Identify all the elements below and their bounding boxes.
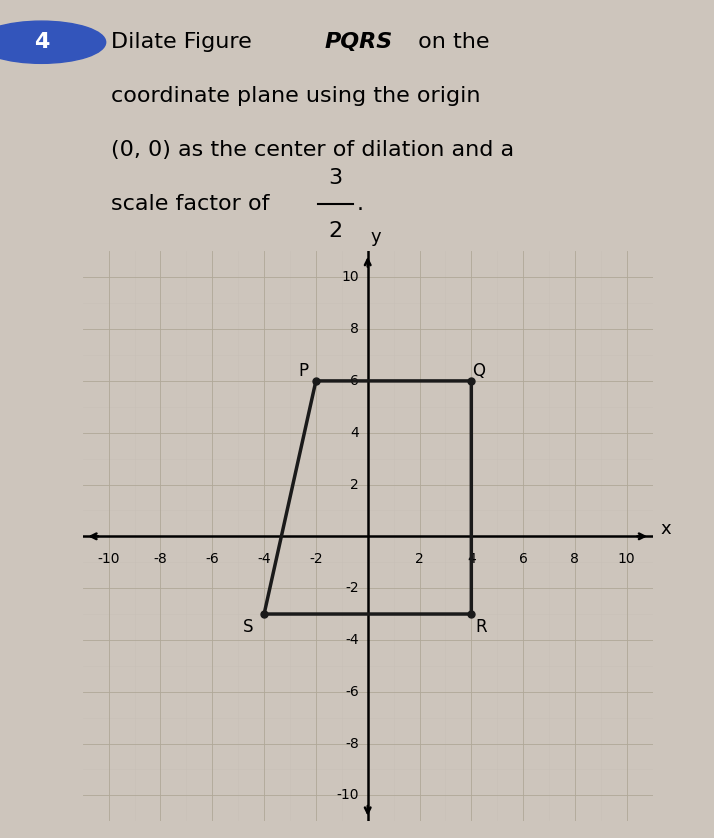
Text: Dilate Figure: Dilate Figure (111, 32, 258, 52)
Text: -4: -4 (257, 552, 271, 566)
Text: 2: 2 (415, 552, 424, 566)
Text: P: P (298, 361, 308, 380)
Text: 6: 6 (518, 552, 528, 566)
Text: -10: -10 (97, 552, 120, 566)
Text: y: y (370, 228, 381, 246)
Text: 3: 3 (328, 168, 343, 188)
Text: 4: 4 (350, 426, 358, 440)
Text: 8: 8 (350, 322, 358, 336)
Text: PQRS: PQRS (325, 32, 393, 52)
Text: coordinate plane using the origin: coordinate plane using the origin (111, 86, 481, 106)
Text: -8: -8 (345, 737, 358, 751)
Text: 6: 6 (350, 374, 358, 388)
Text: 2: 2 (350, 478, 358, 492)
Text: -4: -4 (345, 633, 358, 647)
Text: -10: -10 (336, 789, 358, 802)
Text: Q: Q (473, 361, 486, 380)
Text: 4: 4 (34, 32, 49, 52)
Text: 4: 4 (467, 552, 476, 566)
Text: 2: 2 (328, 220, 343, 241)
Text: 10: 10 (618, 552, 635, 566)
Circle shape (0, 21, 106, 64)
Text: -2: -2 (309, 552, 323, 566)
Text: -6: -6 (206, 552, 219, 566)
Text: R: R (476, 618, 488, 636)
Text: (0, 0) as the center of dilation and a: (0, 0) as the center of dilation and a (111, 140, 514, 160)
Text: S: S (243, 618, 253, 636)
Text: -8: -8 (154, 552, 167, 566)
Text: on the: on the (411, 32, 489, 52)
Text: -2: -2 (345, 581, 358, 595)
Text: 8: 8 (570, 552, 579, 566)
Text: .: . (357, 194, 364, 215)
Text: 10: 10 (341, 271, 358, 284)
Text: -6: -6 (345, 685, 358, 699)
Text: x: x (660, 520, 671, 537)
Text: scale factor of: scale factor of (111, 194, 276, 215)
